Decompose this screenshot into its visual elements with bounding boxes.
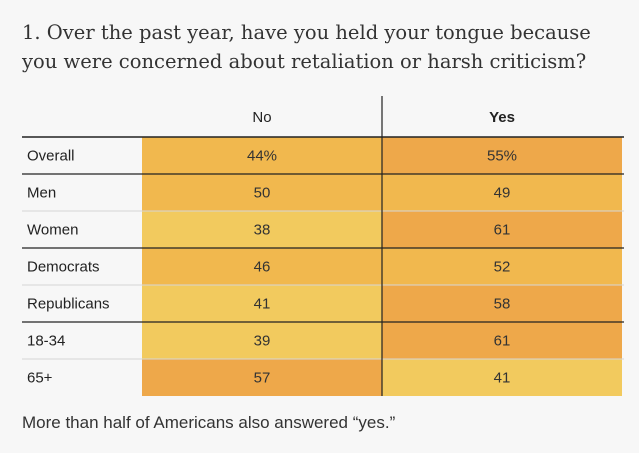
- row-label-0: Overall: [27, 148, 75, 165]
- cell-value-no-2: 38: [254, 222, 271, 239]
- cell-no-5: [142, 322, 382, 359]
- cell-value-yes-0: 55%: [487, 148, 517, 165]
- row-label-2: Women: [27, 222, 78, 239]
- cell-no-4: [142, 285, 382, 322]
- cell-no-3: [142, 248, 382, 285]
- cell-value-no-0: 44%: [247, 148, 277, 165]
- row-label-5: 18-34: [27, 333, 65, 350]
- cell-yes-3: [382, 248, 622, 285]
- cell-value-yes-3: 52: [494, 259, 511, 276]
- cell-value-no-1: 50: [254, 185, 271, 202]
- row-label-6: 65+: [27, 370, 53, 387]
- cell-yes-6: [382, 359, 622, 396]
- column-header-yes: Yes: [489, 109, 515, 126]
- cell-yes-5: [382, 322, 622, 359]
- cell-value-yes-4: 58: [494, 296, 511, 313]
- cell-value-yes-6: 41: [494, 370, 511, 387]
- cell-yes-1: [382, 174, 622, 211]
- results-table-svg: No Yes Overall 44% 55% Men 50 49 Women 38 61 Democr…: [22, 96, 624, 396]
- row-label-4: Republicans: [27, 296, 110, 313]
- cell-no-0: [142, 137, 382, 174]
- cell-value-no-5: 39: [254, 333, 271, 350]
- column-header-no: No: [252, 109, 271, 126]
- cell-value-no-4: 41: [254, 296, 271, 313]
- cell-no-6: [142, 359, 382, 396]
- cell-value-yes-5: 61: [494, 333, 511, 350]
- cell-no-2: [142, 211, 382, 248]
- cell-value-no-6: 57: [254, 370, 271, 387]
- cell-value-yes-1: 49: [494, 185, 511, 202]
- row-label-1: Men: [27, 185, 56, 202]
- row-label-3: Democrats: [27, 259, 100, 276]
- cell-value-no-3: 46: [254, 259, 271, 276]
- cell-yes-0: [382, 137, 622, 174]
- cell-no-1: [142, 174, 382, 211]
- cell-yes-4: [382, 285, 622, 322]
- footnote: More than half of Americans also answere…: [22, 413, 396, 432]
- results-table: No Yes Overall 44% 55% Men 50 49 Women 38 61 Democr…: [22, 96, 624, 396]
- cell-yes-2: [382, 211, 622, 248]
- cell-value-yes-2: 61: [494, 222, 511, 239]
- question-title: 1. Over the past year, have you held you…: [22, 21, 591, 73]
